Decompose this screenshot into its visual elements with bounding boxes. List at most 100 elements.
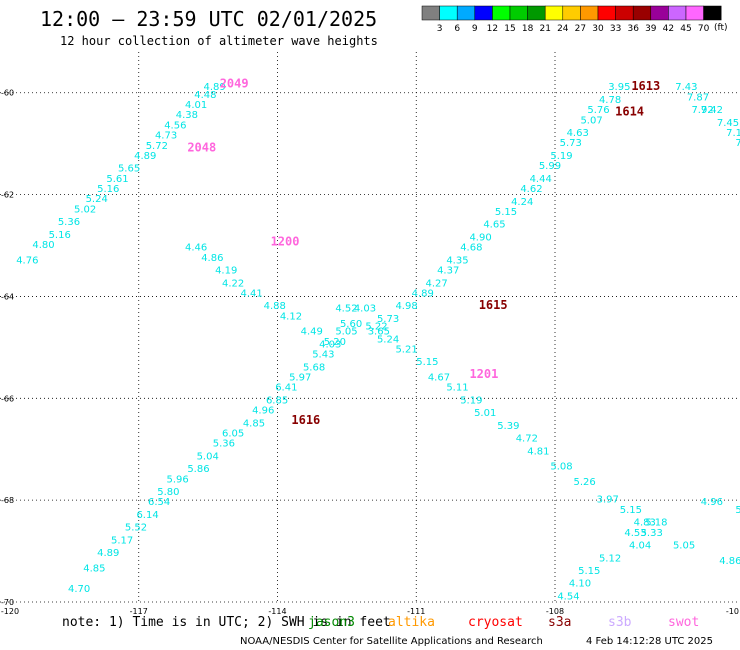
- colorbar-tick-label: 30: [592, 24, 604, 34]
- wave-height-label: 4.81: [527, 446, 549, 457]
- axis-labels: -60 -62 -64 -66 -68 -70 -117 -114 -111 -108 -120 -1…: [1, 89, 739, 616]
- wave-height-label: 5.24: [86, 194, 108, 205]
- pass-number-label: 2048: [187, 140, 216, 154]
- wave-height-label: 5.33: [641, 528, 663, 539]
- wave-height-label: 5.16: [97, 184, 119, 195]
- x-edge-label-right: -10: [726, 607, 739, 616]
- wave-height-label: 4.44: [530, 174, 552, 185]
- wave-height-label: 4.46: [185, 243, 207, 254]
- colorbar-swatch: [492, 5, 511, 21]
- wave-height-label: 6.05: [222, 428, 244, 439]
- wave-height-label: 4.49: [301, 327, 323, 338]
- wave-height-label: 6.41: [275, 383, 297, 394]
- wave-height-label: 4.37: [437, 266, 459, 277]
- colorbar-swatch: [421, 5, 440, 21]
- wave-height-label: 5.17: [111, 535, 133, 546]
- colorbar-tick-label: 12: [487, 24, 498, 34]
- x-tick-label: -111: [407, 607, 425, 616]
- colorbar-swatch: [527, 5, 546, 21]
- colorbar-swatch: [474, 5, 493, 21]
- wave-height-label: 4.98: [395, 301, 417, 312]
- wave-height-label: 5.73: [377, 314, 399, 325]
- wave-height-label: 4.54: [557, 591, 579, 602]
- legend-entry-altika: altika: [388, 615, 435, 630]
- wave-height-label: 4.76: [16, 255, 38, 266]
- pass-number-label: 1613: [631, 79, 660, 93]
- wave-height-label: 4.04: [629, 541, 651, 552]
- wave-height-label: 4.96: [252, 406, 274, 417]
- wave-height-label: 6.54: [148, 497, 170, 508]
- pass-number-label: 1615: [479, 298, 508, 312]
- colorbar-tick-label: 9: [472, 24, 478, 34]
- colorbar-tick-label: 33: [610, 24, 621, 34]
- wave-height-label: 4.10: [569, 579, 591, 590]
- x-tick-label: -108: [546, 607, 564, 616]
- wave-height-label: 5.76: [587, 105, 609, 116]
- wave-height-label: 4.68: [460, 243, 482, 254]
- y-tick-label: -60: [1, 89, 14, 98]
- colorbar-swatch: [562, 5, 581, 21]
- wave-height-label: 5.61: [106, 174, 128, 185]
- colorbar-tick-label: 39: [645, 24, 657, 34]
- wave-height-label: 5.97: [289, 372, 311, 383]
- wave-height-label: 5.43: [312, 350, 334, 361]
- satellite-legend: jason3 altika cryosat s3a s3b swot: [308, 615, 699, 630]
- y-tick-label: -64: [1, 292, 14, 301]
- credit-line: NOAA/NESDIS Center for Satellite Applica…: [240, 636, 543, 647]
- wave-height-label: 4.62: [520, 184, 542, 195]
- wave-height-label: 5.05: [335, 327, 357, 338]
- colorbar-tick-label: 27: [575, 24, 586, 34]
- wave-height-label: 5.15: [578, 566, 600, 577]
- colorbar-tick-label: 36: [627, 24, 639, 34]
- wave-height-label: 5.19: [460, 395, 482, 406]
- wave-height-label: 4.22: [222, 278, 244, 289]
- colorbar-swatch: [544, 5, 564, 21]
- pass-number-label: 1616: [291, 413, 320, 427]
- pass-number-label: 2049: [220, 77, 249, 91]
- colorbar-tick-label: 18: [522, 24, 534, 34]
- wave-height-label: 6.85: [266, 395, 288, 406]
- wave-height-label: 4.56: [164, 120, 186, 131]
- colorbar-swatch: [703, 5, 722, 21]
- wave-height-label: 7.15: [726, 128, 740, 139]
- wave-height-label: 7.42: [701, 105, 723, 116]
- wave-height-label: 5.72: [146, 141, 168, 152]
- wave-height-label: 4.38: [176, 110, 198, 121]
- colorbar-tick-label: 70: [698, 24, 710, 34]
- wave-height-label: 4.41: [241, 288, 263, 299]
- wave-height-label: 4.89: [134, 151, 156, 162]
- wave-height-label: 4.24: [511, 197, 533, 208]
- wave-height-label: 5.24: [377, 334, 399, 345]
- colorbar-tick-label: 42: [663, 24, 674, 34]
- wave-height-label: 4.85: [243, 418, 265, 429]
- wave-height-label: 4.67: [428, 372, 450, 383]
- wave-height-label: 4.85: [83, 563, 105, 574]
- wave-height-label: 5.22: [735, 505, 740, 516]
- colorbar-tick-label: 24: [557, 24, 569, 34]
- map-grid: [0, 52, 740, 603]
- wave-height-label: 4.35: [446, 255, 468, 266]
- wave-height-label: 4.52: [335, 304, 357, 315]
- wave-height-label: 5.86: [187, 464, 209, 475]
- wave-height-label: 4.03: [354, 304, 376, 315]
- wave-height-label: 5.16: [49, 230, 71, 241]
- chart-subtitle: 12 hour collection of altimeter wave hei…: [60, 34, 378, 48]
- colorbar-swatch: [580, 5, 599, 21]
- wave-height-label: 5.05: [673, 541, 695, 552]
- wave-height-label: 7.92: [691, 105, 713, 116]
- colorbar: 3 6 9 12 15 18 21 24 27 30 33 36 39 42 45 70: [421, 5, 722, 34]
- y-tick-label: -66: [1, 394, 14, 403]
- colorbar-swatch: [632, 5, 652, 21]
- wave-height-label: 4.88: [264, 301, 286, 312]
- wave-height-label: 4.48: [194, 90, 216, 101]
- wave-height-label: 4.89: [412, 288, 434, 299]
- wave-height-label: 5.60: [340, 319, 362, 330]
- wave-height-label: 5.02: [74, 204, 96, 215]
- colorbar-swatch: [439, 5, 458, 21]
- wave-height-label: 4.80: [32, 240, 54, 251]
- pass-number-label: 1614: [615, 105, 644, 119]
- legend-entry-s3b: s3b: [608, 615, 632, 630]
- legend-entry-swot: swot: [668, 615, 699, 630]
- y-tick-label: -68: [1, 496, 14, 505]
- wave-height-label: 5.01: [474, 408, 496, 419]
